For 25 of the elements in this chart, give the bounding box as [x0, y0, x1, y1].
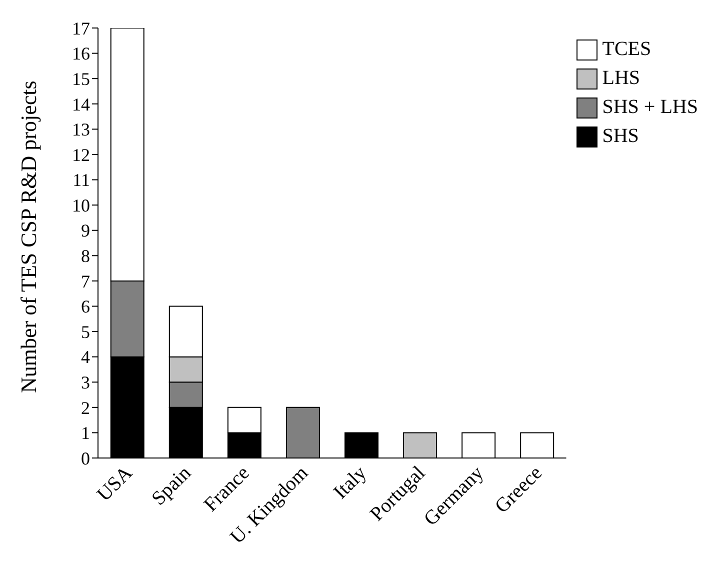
y-tick-label: 8	[81, 246, 90, 266]
legend-label: LHS	[602, 67, 640, 90]
y-tick-label: 4	[81, 347, 90, 368]
legend-label: SHS + LHS	[602, 96, 698, 119]
y-axis-title: Number of TES CSP R&D projects	[16, 80, 41, 393]
y-tick-label: 5	[81, 322, 90, 342]
y-tick-label: 14	[72, 94, 90, 114]
y-tick-label: 1	[81, 423, 90, 444]
y-tick-label: 6	[81, 296, 90, 317]
y-tick-label: 10	[72, 195, 90, 216]
legend-label: SHS	[602, 125, 639, 148]
y-tick-label: 7	[81, 271, 90, 292]
legend-label: TCES	[602, 38, 652, 61]
y-tick-label: 17	[72, 18, 90, 38]
y-tick-label: 15	[72, 68, 90, 89]
y-tick-label: 11	[72, 170, 90, 190]
x-tick-label: USA	[92, 462, 138, 506]
y-tick-label: 16	[72, 44, 90, 64]
y-tick-label: 3	[81, 372, 90, 393]
y-tick-label: 0	[81, 448, 90, 468]
y-tick-label: 13	[72, 120, 90, 140]
y-tick-label: 12	[72, 144, 90, 165]
y-tick-label: 2	[81, 398, 90, 418]
y-tick-label: 9	[81, 220, 90, 241]
x-tick-label: Italy	[329, 462, 371, 504]
